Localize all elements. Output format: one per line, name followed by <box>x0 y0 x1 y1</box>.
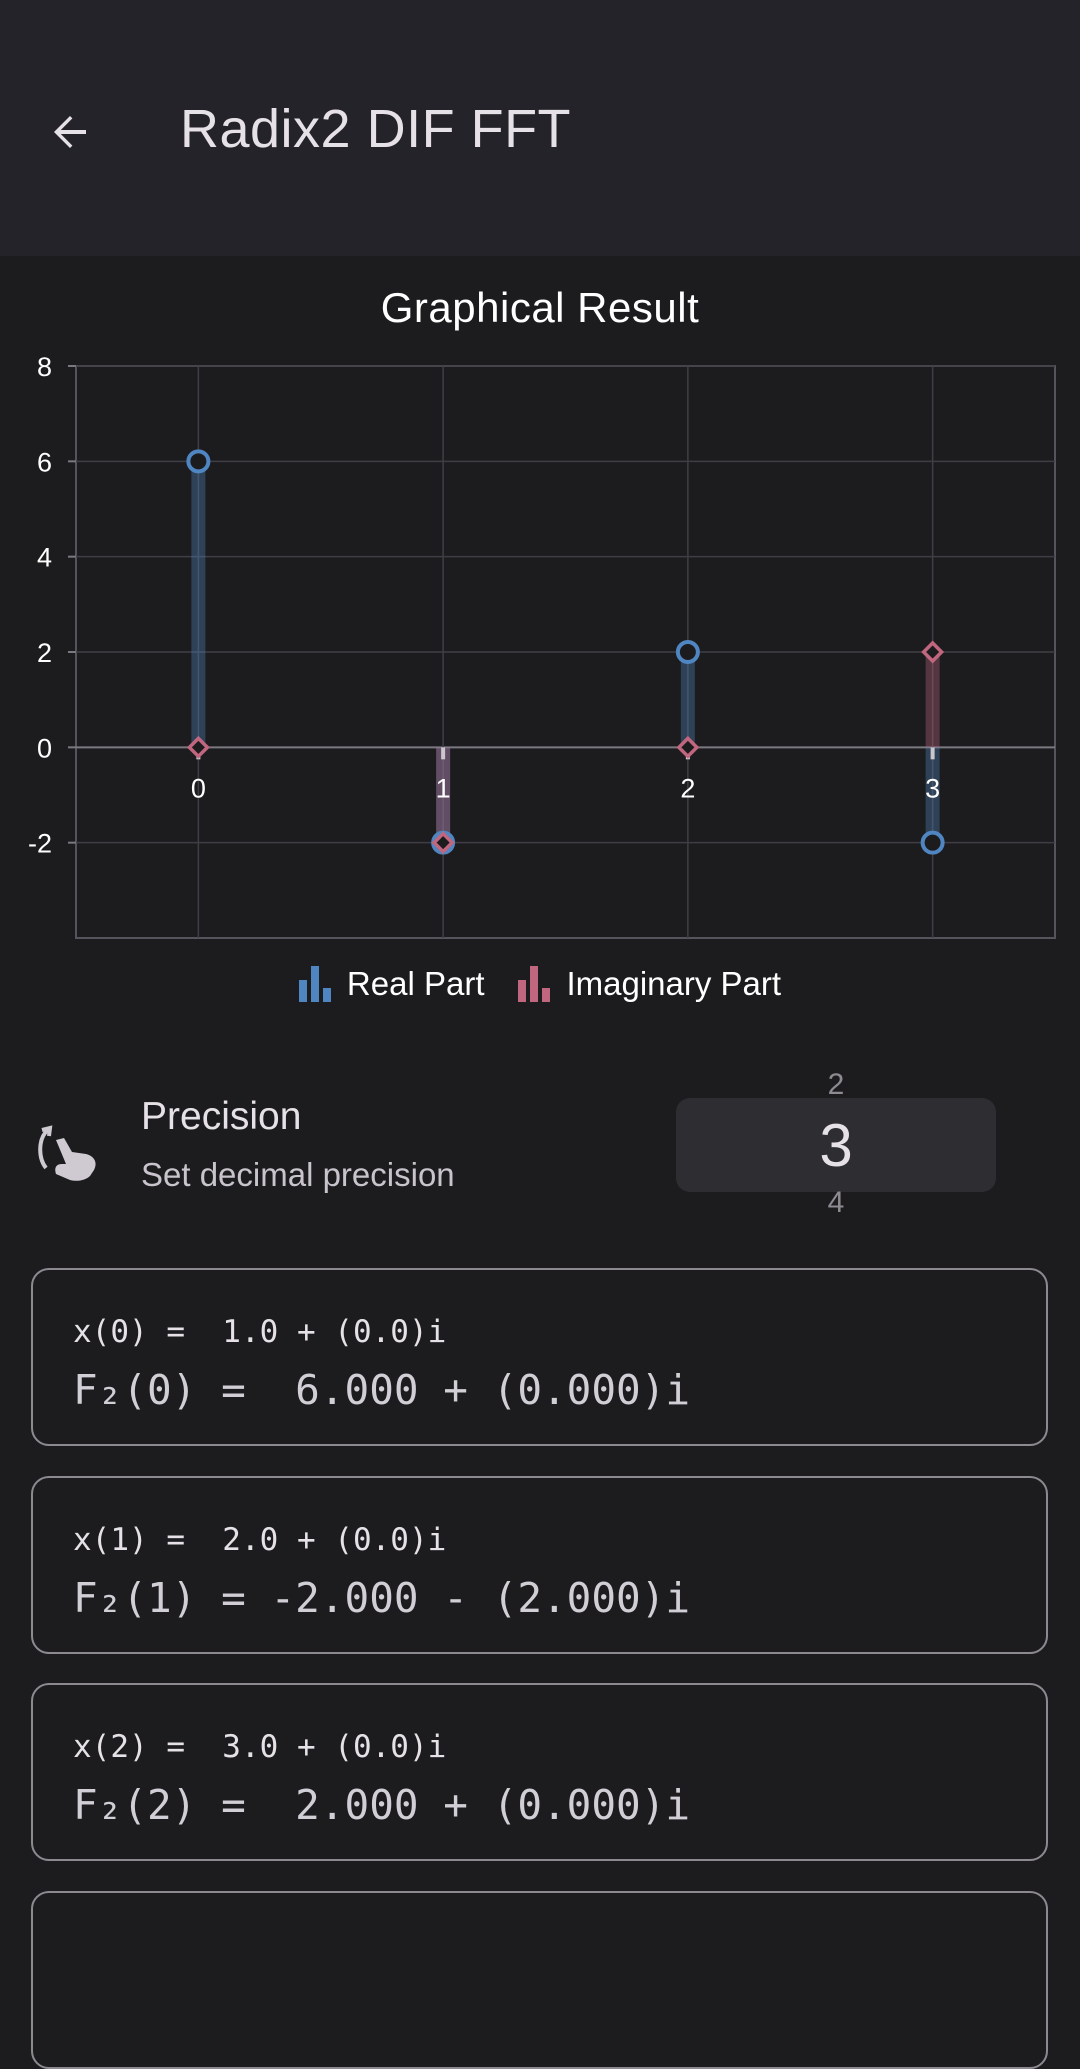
data-point <box>186 735 210 759</box>
x-tick-label: 1 <box>436 773 451 803</box>
result-card: x(1) = 2.0 + (0.0)i F₂(1) = -2.000 - (2.… <box>31 1476 1048 1654</box>
legend-item-imaginary[interactable]: Imaginary Part <box>518 965 781 1003</box>
result-card: x(2) = 3.0 + (0.0)i F₂(2) = 2.000 + (0.0… <box>31 1683 1048 1861</box>
result-input: x(0) = 1.0 + (0.0)i <box>73 1314 447 1350</box>
result-card: x(0) = 1.0 + (0.0)i F₂(0) = 6.000 + (0.0… <box>31 1268 1048 1446</box>
result-output: F₂(0) = 6.000 + (0.000)i <box>73 1366 691 1414</box>
bar-stem <box>925 747 940 843</box>
y-tick-label: 6 <box>37 447 52 477</box>
data-point <box>431 831 455 855</box>
bar-stem <box>436 747 451 843</box>
chart-title: Graphical Result <box>380 284 700 331</box>
y-tick-label: 4 <box>37 543 52 573</box>
x-tick-label: 2 <box>680 773 695 803</box>
app-bar: Radix2 DIF FFT <box>0 0 1080 256</box>
bar-stem <box>436 747 451 843</box>
result-output: F₂(1) = -2.000 - (2.000)i <box>73 1574 691 1622</box>
result-output: F₂(2) = 2.000 + (0.000)i <box>73 1781 691 1829</box>
precision-subtitle: Set decimal precision <box>141 1156 455 1193</box>
result-input: x(2) = 3.0 + (0.0)i <box>73 1729 447 1765</box>
y-tick-label: 2 <box>37 638 52 668</box>
bar-chart-icon <box>298 966 331 1002</box>
y-tick-label: 8 <box>37 352 52 382</box>
precision-title: Precision <box>141 1095 302 1138</box>
legend-label-real: Real Part <box>346 965 485 1002</box>
result-input: x(1) = 2.0 + (0.0)i <box>73 1522 447 1558</box>
page-title: Radix2 DIF FFT <box>180 99 572 159</box>
x-tick-label: 3 <box>925 773 940 803</box>
touch-rotate-icon <box>38 1125 96 1181</box>
legend-label-imaginary: Imaginary Part <box>566 965 782 1002</box>
chart-legend: Real Part Imaginary Part <box>0 965 1080 1003</box>
precision-setting: Precision Set decimal precision 2 3 4 <box>0 1060 1080 1240</box>
data-point <box>920 830 945 855</box>
bar-chart-icon <box>518 966 551 1002</box>
data-point <box>921 640 945 664</box>
bar-stem <box>191 461 206 748</box>
y-tick-label: -2 <box>28 829 52 859</box>
picker-prev-value[interactable]: 2 <box>827 1068 845 1101</box>
y-tick-label: 0 <box>37 733 52 763</box>
picker-next-value[interactable]: 4 <box>827 1186 845 1219</box>
arrow-left-icon <box>54 116 86 148</box>
legend-item-real[interactable]: Real Part <box>298 965 485 1003</box>
bar-stem <box>925 652 940 748</box>
back-button[interactable] <box>30 92 110 172</box>
result-card <box>31 1891 1048 2069</box>
chart: 8 6 4 2 0 -2 0 1 2 3 <box>28 352 1056 939</box>
data-point <box>186 449 211 474</box>
data-point <box>675 640 700 664</box>
bar-stem <box>680 652 695 748</box>
data-point <box>676 735 700 759</box>
precision-picker[interactable]: 3 <box>676 1098 996 1192</box>
x-tick-label: 0 <box>191 773 206 803</box>
